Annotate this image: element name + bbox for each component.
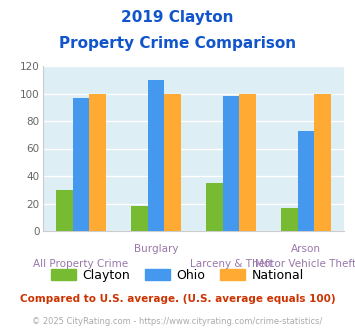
Text: Compared to U.S. average. (U.S. average equals 100): Compared to U.S. average. (U.S. average …	[20, 294, 335, 304]
Bar	[223, 96, 239, 231]
Bar	[314, 93, 331, 231]
Bar	[164, 93, 181, 231]
Text: Burglary: Burglary	[134, 244, 178, 254]
Bar	[297, 131, 314, 231]
Bar	[148, 80, 164, 231]
Text: © 2025 CityRating.com - https://www.cityrating.com/crime-statistics/: © 2025 CityRating.com - https://www.city…	[32, 317, 323, 326]
Text: 2019 Clayton: 2019 Clayton	[121, 10, 234, 25]
Bar	[239, 93, 256, 231]
Text: All Property Crime: All Property Crime	[33, 259, 129, 269]
Bar	[131, 206, 148, 231]
Legend: Clayton, Ohio, National: Clayton, Ohio, National	[46, 264, 309, 287]
Bar	[56, 190, 73, 231]
Bar	[281, 208, 297, 231]
Bar	[206, 183, 223, 231]
Text: Arson: Arson	[291, 244, 321, 254]
Text: Larceny & Theft: Larceny & Theft	[190, 259, 272, 269]
Text: Motor Vehicle Theft: Motor Vehicle Theft	[255, 259, 355, 269]
Text: Property Crime Comparison: Property Crime Comparison	[59, 36, 296, 51]
Bar	[73, 98, 89, 231]
Bar	[89, 93, 106, 231]
